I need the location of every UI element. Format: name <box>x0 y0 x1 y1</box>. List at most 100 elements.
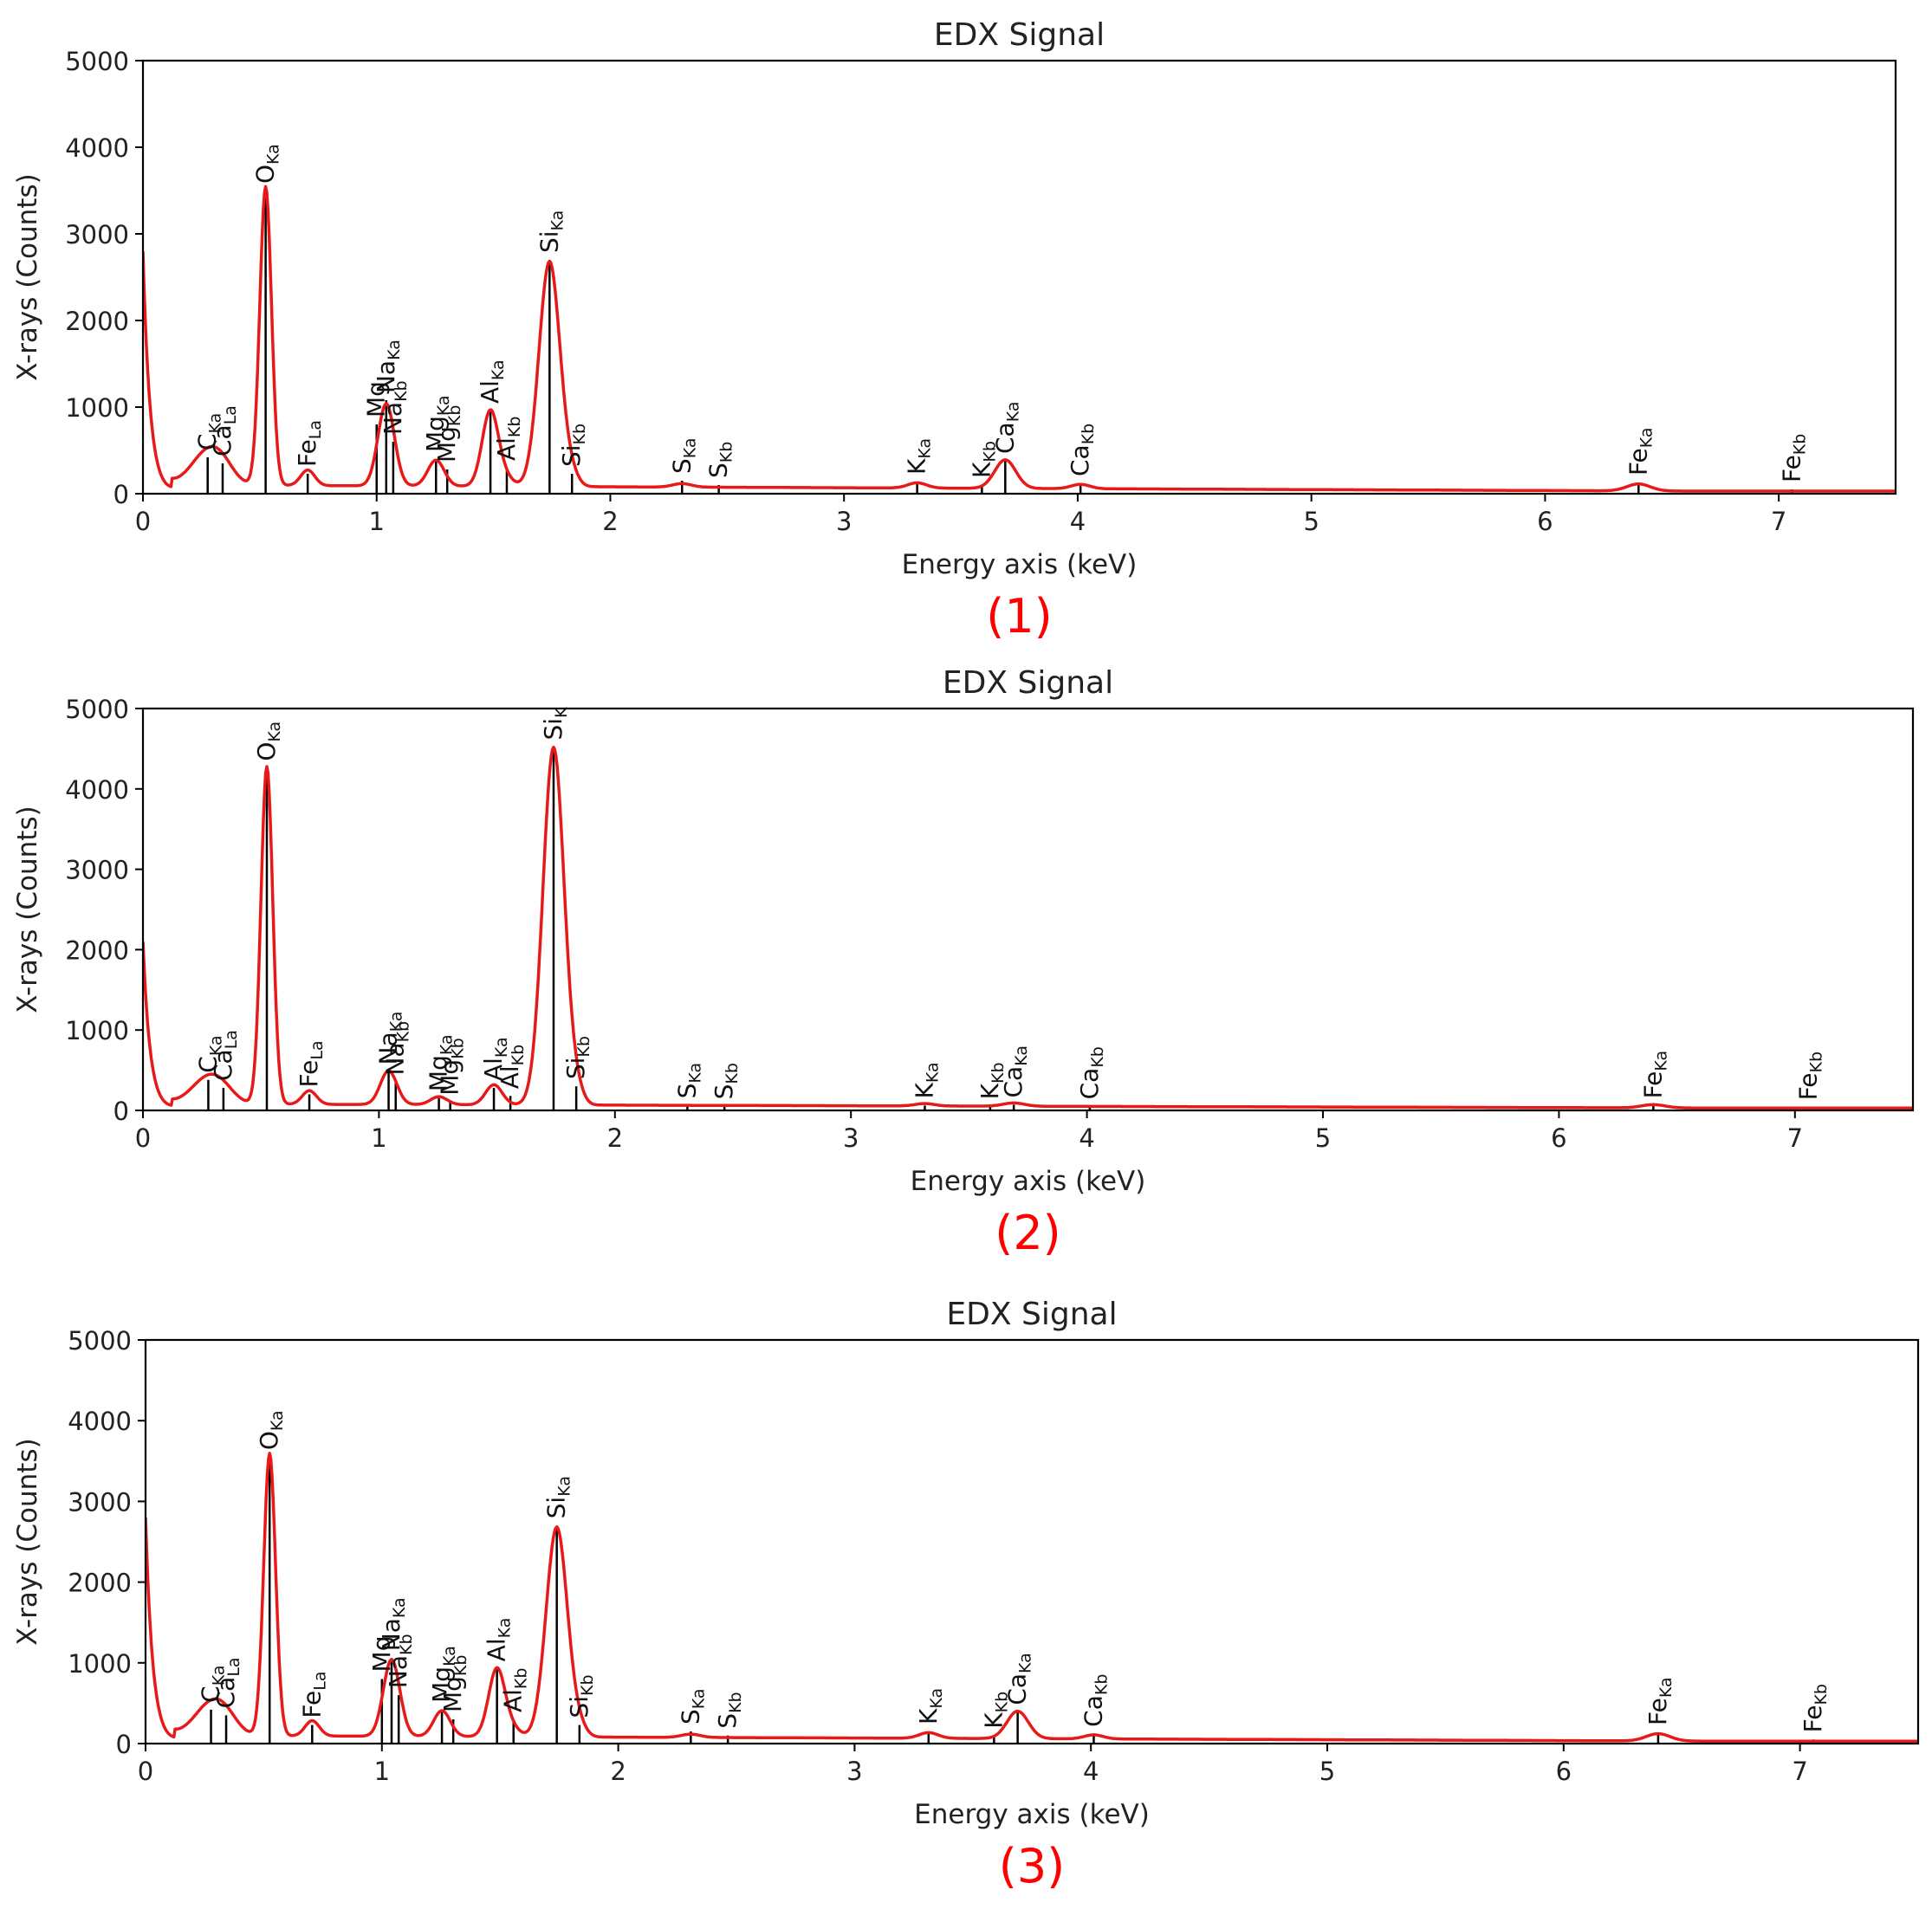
panel-caption: (2) <box>995 1206 1061 1260</box>
x-tick-label: 4 <box>1083 1757 1099 1786</box>
y-tick-label: 5000 <box>68 1326 132 1356</box>
y-tick-label: 3000 <box>65 856 129 885</box>
peak-label: CaKb <box>1066 424 1098 476</box>
y-tick-label: 1000 <box>68 1649 132 1679</box>
peak-label: SiKb <box>565 1674 597 1718</box>
peak-label: SKa <box>672 1063 704 1099</box>
x-axis-label: Energy axis (keV) <box>902 549 1138 580</box>
peak-label: Mg <box>367 1636 396 1673</box>
y-tick-label: 1000 <box>65 393 129 423</box>
x-tick-label: 1 <box>371 1123 386 1153</box>
y-axis-label: X-rays (Counts) <box>12 1438 43 1645</box>
peak-label: SiK <box>539 707 571 741</box>
peak-label: FeKb <box>1793 1052 1825 1100</box>
peak-label: CaKb <box>1075 1046 1107 1099</box>
x-tick-label: 4 <box>1079 1123 1094 1153</box>
peak-label: FeKb <box>1778 434 1810 482</box>
peak-label: FeKa <box>1638 1051 1670 1099</box>
y-tick-label: 2000 <box>68 1569 132 1598</box>
peak-label: MgKa <box>421 395 453 452</box>
x-tick-label: 1 <box>369 507 385 536</box>
peak-label: Mg <box>362 381 391 417</box>
peak-label: SKb <box>710 1063 742 1099</box>
x-axis-label: Energy axis (keV) <box>914 1799 1150 1830</box>
peak-label: CaKa <box>999 1045 1031 1098</box>
peak-label: MgKa <box>427 1646 459 1703</box>
x-tick-label: 0 <box>138 1757 153 1786</box>
panel-caption: (1) <box>986 589 1053 644</box>
plot-frame <box>141 59 1897 495</box>
x-tick-label: 7 <box>1792 1757 1807 1786</box>
peak-label: FeLa <box>297 1672 329 1718</box>
plot-frame <box>144 1338 1920 1745</box>
peak-label: CKa <box>193 1035 225 1072</box>
chart-panel-2: EDX Signal 0 1000 2000 3000 4000 5000 0 1 2 3 4 5 6 7 E… <box>12 665 1915 1260</box>
x-tick-label: 6 <box>1551 1123 1566 1153</box>
y-tick-label: 5000 <box>65 47 129 76</box>
x-tick-label: 5 <box>1315 1123 1331 1153</box>
peak-label: MgKb <box>438 1655 470 1712</box>
peak-label: AlKb <box>496 1045 528 1089</box>
peak-label: KKb <box>976 1062 1008 1099</box>
peak-label: KKa <box>903 438 935 475</box>
chart-panel-3: EDX Signal 0 1000 2000 3000 4000 5000 0 1 2 3 4 5 6 7 E… <box>12 1297 1920 1893</box>
peak-label: NaKb <box>381 1021 413 1076</box>
x-tick-label: 6 <box>1556 1757 1572 1786</box>
peak-label: NaKa <box>374 1012 406 1065</box>
y-tick-label: 3000 <box>65 220 129 249</box>
y-tick-label: 0 <box>113 1097 129 1126</box>
peak-label: NaKa <box>377 1597 409 1651</box>
peak-label: NaKb <box>379 380 411 435</box>
edx-spectrum-line <box>143 745 1913 1110</box>
peak-label: OKa <box>251 144 283 184</box>
x-axis-label: Energy axis (keV) <box>911 1166 1146 1197</box>
x-tick-label: 5 <box>1303 507 1319 536</box>
edx-spectrum-line <box>146 1452 1918 1743</box>
panel-caption: (3) <box>999 1839 1066 1893</box>
chart-title: EDX Signal <box>934 17 1105 53</box>
peak-label: AlKa <box>479 1037 511 1081</box>
peak-label: SiKb <box>557 424 589 467</box>
peak-label: AlKb <box>499 1668 531 1712</box>
peak-label: SKa <box>676 1688 708 1725</box>
peak-label: FeLa <box>295 1040 327 1087</box>
x-tick-label: 7 <box>1787 1123 1803 1153</box>
peak-label: OKa <box>255 1410 287 1450</box>
peak-label: KKb <box>979 1692 1011 1729</box>
y-tick-label: 0 <box>113 480 129 509</box>
peak-label: SiKa <box>542 1476 574 1518</box>
y-tick-label: 0 <box>116 1730 132 1759</box>
y-tick-label: 4000 <box>68 1407 132 1436</box>
peak-label: CaLa <box>211 1657 243 1708</box>
y-tick-label: 2000 <box>65 935 129 965</box>
peak-label: CaKb <box>1079 1674 1111 1727</box>
y-tick-label: 4000 <box>65 133 129 163</box>
peak-label: NaKb <box>384 1634 416 1688</box>
y-tick-label: 4000 <box>65 775 129 805</box>
peak-label: MgKa <box>425 1034 457 1091</box>
peak-label: FeKb <box>1799 1684 1831 1732</box>
y-tick-label: 3000 <box>68 1487 132 1517</box>
peak-label: KKa <box>914 1688 946 1725</box>
y-tick-label: 1000 <box>65 1016 129 1045</box>
x-tick-label: 0 <box>135 507 151 536</box>
peak-label: CaKa <box>1003 1653 1035 1705</box>
peak-label: FeKa <box>1624 427 1656 476</box>
peak-label: KKb <box>967 441 999 478</box>
peak-label: NaKa <box>372 340 404 393</box>
chart-title: EDX Signal <box>946 1297 1117 1332</box>
peak-label: AlKb <box>492 417 524 461</box>
peak-label: OKa <box>252 722 284 761</box>
x-tick-label: 7 <box>1771 507 1786 536</box>
x-tick-label: 3 <box>843 1123 859 1153</box>
y-axis-label: X-rays (Counts) <box>12 173 43 380</box>
x-tick-label: 2 <box>610 1757 626 1786</box>
peak-label: CaLa <box>208 405 240 456</box>
x-tick-label: 2 <box>607 1123 623 1153</box>
y-tick-label: 2000 <box>65 307 129 336</box>
peak-label: FeLa <box>293 420 325 467</box>
peak-label: SKb <box>704 442 736 478</box>
x-tick-label: 1 <box>374 1757 390 1786</box>
peak-label: SiKb <box>561 1036 593 1079</box>
